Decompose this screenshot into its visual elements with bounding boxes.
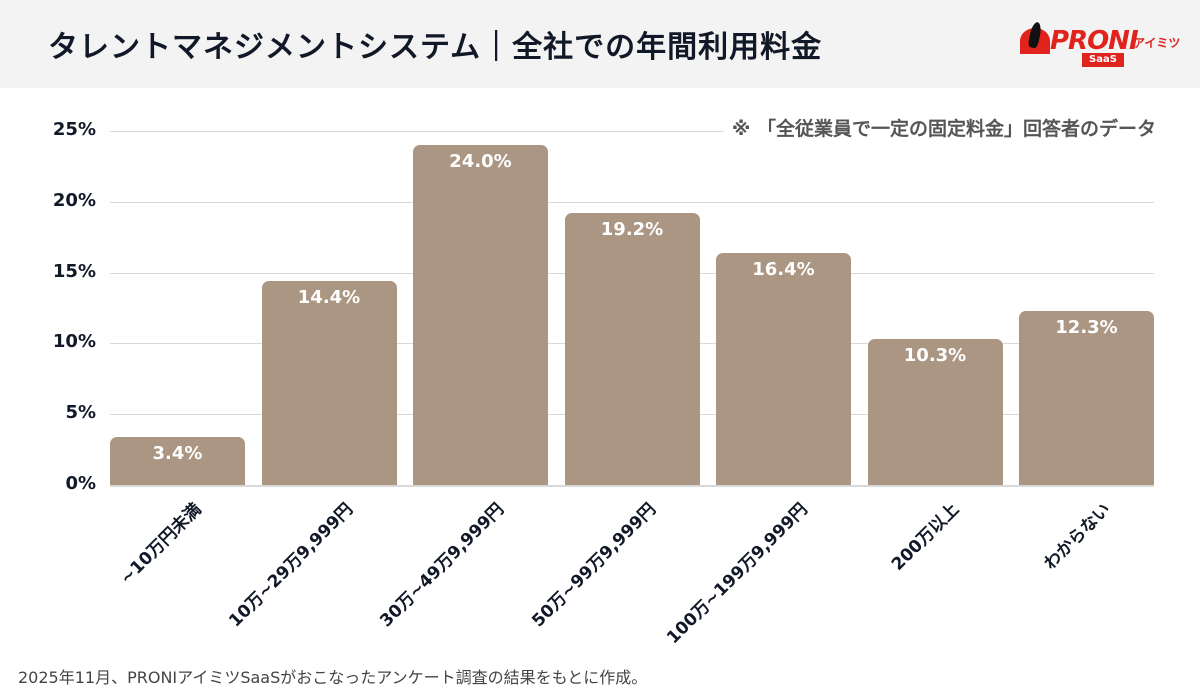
x-tick-label: 50万~99万9,999円 [527,499,660,632]
header-bar: タレントマネジメントシステム｜全社での年間利用料金 PRONI アイミツ Saa… [0,0,1200,88]
bar: 10.3% [867,339,1003,485]
x-tick-label: ~10万円未満 [116,499,206,589]
x-tick-label: 10万~29万9,999円 [224,499,357,632]
bar-value-label: 14.4% [297,287,361,309]
bar: 12.3% [1019,310,1154,485]
gridline [110,131,1154,132]
x-tick-label: 200万以上 [887,499,963,575]
x-axis-line [110,485,1154,487]
y-tick-label: 5% [65,402,96,424]
y-tick-label: 20% [52,189,96,211]
x-tick-label: 30万~49万9,999円 [376,499,509,632]
y-tick-label: 25% [52,119,96,140]
bar-value-label: 16.4% [752,258,815,280]
bar: 14.4% [261,281,397,485]
bar-value-label: 10.3% [903,345,967,367]
bar: 3.4% [110,436,245,485]
plot-area: 3.4% 14.4% 24.0% 19.2% 16.4% 10.3% 12.3% [110,131,1154,485]
bar: 19.2% [564,213,700,485]
source-footer: 2025年11月、PRONIアイミツSaaSがおこなったアンケート調査の結果をも… [18,668,648,687]
logo-sub-text: アイミツ [1133,36,1181,50]
bar: 24.0% [413,145,548,485]
data-note: ※ 「全従業員で一定の固定料金」回答者のデータ [723,114,1156,141]
bar-value-label: 3.4% [152,442,203,464]
bar-value-label: 12.3% [1055,316,1118,338]
bar-value-label: 19.2% [600,219,664,241]
y-tick-label: 0% [65,473,96,494]
logo-badge: SaaS [1082,53,1124,67]
bar: 16.4% [716,252,851,485]
x-tick-label: 100万~199万9,999円 [662,499,812,649]
chart-title: タレントマネジメントシステム｜全社での年間利用料金 [48,30,823,65]
x-tick-label: わからない [1039,499,1115,574]
logo-brand-text: PRONI [1050,26,1139,56]
gridline [110,201,1154,203]
bar-value-label: 24.0% [449,151,512,173]
proni-logo: PRONI アイミツ SaaS [1020,18,1185,70]
y-tick-label: 10% [52,331,96,353]
y-tick-label: 15% [52,260,96,282]
